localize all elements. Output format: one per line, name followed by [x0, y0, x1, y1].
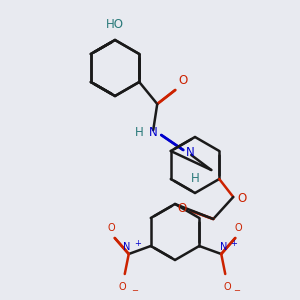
Text: O: O — [237, 193, 247, 206]
Text: N: N — [149, 125, 158, 139]
Text: H: H — [190, 172, 199, 184]
Text: O: O — [224, 282, 231, 292]
Text: H: H — [134, 125, 143, 139]
Text: −: − — [233, 286, 240, 295]
Text: +: + — [230, 239, 237, 248]
Text: HO: HO — [106, 18, 124, 31]
Text: O: O — [178, 74, 188, 87]
Text: N: N — [220, 242, 227, 252]
Text: O: O — [108, 223, 116, 233]
Text: O: O — [119, 282, 127, 292]
Text: O: O — [177, 202, 186, 215]
Text: +: + — [134, 239, 141, 248]
Text: −: − — [131, 286, 138, 295]
Text: N: N — [123, 242, 130, 252]
Text: O: O — [234, 223, 242, 233]
Text: N: N — [186, 146, 195, 158]
